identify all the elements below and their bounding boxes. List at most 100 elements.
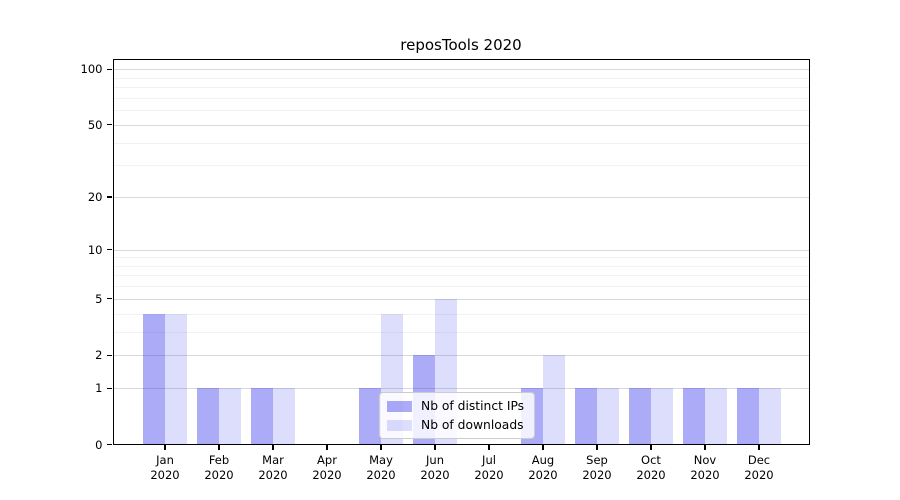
x-tick-label: Jul 2020 bbox=[462, 453, 516, 484]
gridline-minor bbox=[112, 165, 810, 167]
bar-downloads bbox=[543, 355, 565, 445]
gridline-minor bbox=[112, 331, 810, 333]
x-tick-label: Apr 2020 bbox=[300, 453, 354, 484]
x-tick bbox=[488, 444, 490, 450]
x-tick-label-line: Jan bbox=[156, 452, 174, 467]
bar-downloads bbox=[273, 388, 295, 445]
x-tick bbox=[542, 444, 544, 450]
bar-downloads bbox=[759, 388, 781, 445]
x-tick-label-line: 2020 bbox=[420, 468, 450, 482]
bar-distinct-ips bbox=[575, 388, 597, 445]
x-tick-label: Dec 2020 bbox=[732, 453, 786, 484]
y-tick bbox=[107, 387, 112, 389]
y-tick-label: 5 bbox=[95, 291, 103, 306]
x-tick-label: Sep 2020 bbox=[570, 453, 624, 484]
gridline-minor bbox=[112, 77, 810, 79]
bar-distinct-ips bbox=[197, 388, 219, 445]
x-tick-label: Nov 2020 bbox=[678, 453, 732, 484]
x-tick-label-line: 2020 bbox=[150, 468, 180, 482]
x-tick-label-line: 2020 bbox=[690, 468, 720, 482]
x-tick bbox=[704, 444, 706, 450]
bar-downloads bbox=[165, 313, 187, 445]
x-tick-label-line: 2020 bbox=[312, 468, 342, 482]
y-tick bbox=[107, 354, 112, 356]
x-tick-label: Oct 2020 bbox=[624, 453, 678, 484]
gridline-minor bbox=[112, 313, 810, 315]
gridline-minor bbox=[112, 257, 810, 259]
y-tick bbox=[107, 443, 112, 446]
bar-distinct-ips bbox=[251, 388, 273, 445]
y-tick-label: 50 bbox=[87, 117, 103, 132]
legend-swatch-distinct-ips bbox=[387, 400, 412, 412]
bar-distinct-ips bbox=[629, 388, 651, 445]
x-tick-label-line: 2020 bbox=[474, 468, 504, 482]
bar-downloads bbox=[651, 388, 673, 445]
x-tick-label-line: 2020 bbox=[528, 468, 558, 482]
x-tick bbox=[164, 444, 166, 450]
legend-swatch-downloads bbox=[387, 419, 412, 431]
x-tick-label-line: 2020 bbox=[258, 468, 288, 482]
legend-entry-downloads: Nb of downloads bbox=[387, 418, 524, 432]
bar-distinct-ips bbox=[737, 388, 759, 445]
gridline-minor bbox=[112, 110, 810, 112]
legend-label-distinct-ips: Nb of distinct IPs bbox=[421, 399, 525, 413]
x-tick-label: Aug 2020 bbox=[516, 453, 570, 484]
bar-downloads bbox=[705, 388, 727, 445]
x-tick-label: Jun 2020 bbox=[408, 453, 462, 484]
y-tick-label: 2 bbox=[95, 348, 103, 363]
x-tick-label: Mar 2020 bbox=[246, 453, 300, 484]
y-tick bbox=[107, 248, 112, 251]
bar-distinct-ips bbox=[143, 313, 165, 445]
x-tick-label-line: Aug bbox=[531, 452, 555, 467]
gridline-minor bbox=[112, 275, 810, 277]
x-tick bbox=[380, 444, 382, 450]
y-tick-label: 100 bbox=[80, 62, 103, 77]
y-tick-label: 0 bbox=[95, 437, 103, 452]
gridline-major bbox=[112, 388, 810, 390]
x-tick-label-line: Jun bbox=[426, 452, 444, 467]
x-tick bbox=[758, 444, 760, 450]
x-tick bbox=[596, 444, 598, 450]
x-tick-label-line: 2020 bbox=[204, 468, 234, 482]
x-tick bbox=[326, 444, 328, 450]
y-tick-label: 1 bbox=[95, 381, 103, 396]
y-tick bbox=[107, 196, 112, 198]
x-tick-label-line: 2020 bbox=[636, 468, 666, 482]
x-tick-label-line: Mar bbox=[262, 452, 284, 467]
bar-distinct-ips bbox=[359, 388, 381, 445]
x-tick-label: Feb 2020 bbox=[192, 453, 246, 484]
legend-entry-distinct-ips: Nb of distinct IPs bbox=[387, 399, 524, 413]
gridline-major bbox=[112, 196, 810, 198]
legend: Nb of distinct IPs Nb of downloads bbox=[379, 392, 536, 439]
x-tick-label: May 2020 bbox=[354, 453, 408, 484]
x-tick-label-line: Jul bbox=[482, 452, 496, 467]
x-tick-label-line: Dec bbox=[747, 452, 771, 467]
gridline-major bbox=[112, 69, 810, 71]
bar-distinct-ips bbox=[683, 388, 705, 445]
y-tick-label: 20 bbox=[87, 189, 103, 204]
gridline-minor bbox=[112, 87, 810, 89]
gridline-major bbox=[112, 249, 810, 251]
gridline-minor bbox=[112, 97, 810, 99]
x-tick-label-line: 2020 bbox=[582, 468, 612, 482]
gridline-minor bbox=[112, 286, 810, 288]
bar-downloads bbox=[219, 388, 241, 445]
y-tick bbox=[107, 124, 112, 126]
x-tick bbox=[434, 444, 436, 450]
y-tick bbox=[107, 68, 112, 70]
x-tick-label-line: May bbox=[369, 452, 393, 467]
x-tick-label-line: 2020 bbox=[366, 468, 396, 482]
y-tick-label: 10 bbox=[87, 242, 103, 257]
x-tick-label-line: Apr bbox=[317, 452, 337, 467]
gridline-major bbox=[112, 298, 810, 300]
legend-label-downloads: Nb of downloads bbox=[421, 418, 524, 432]
x-tick-label-line: Oct bbox=[641, 452, 661, 467]
plot-border bbox=[112, 59, 810, 445]
x-tick bbox=[650, 444, 652, 450]
y-tick bbox=[107, 298, 112, 300]
x-tick-label: Jan 2020 bbox=[138, 453, 192, 484]
x-tick-label-line: Sep bbox=[586, 452, 608, 467]
x-tick-label-line: Feb bbox=[208, 452, 230, 467]
gridline-minor bbox=[112, 265, 810, 267]
